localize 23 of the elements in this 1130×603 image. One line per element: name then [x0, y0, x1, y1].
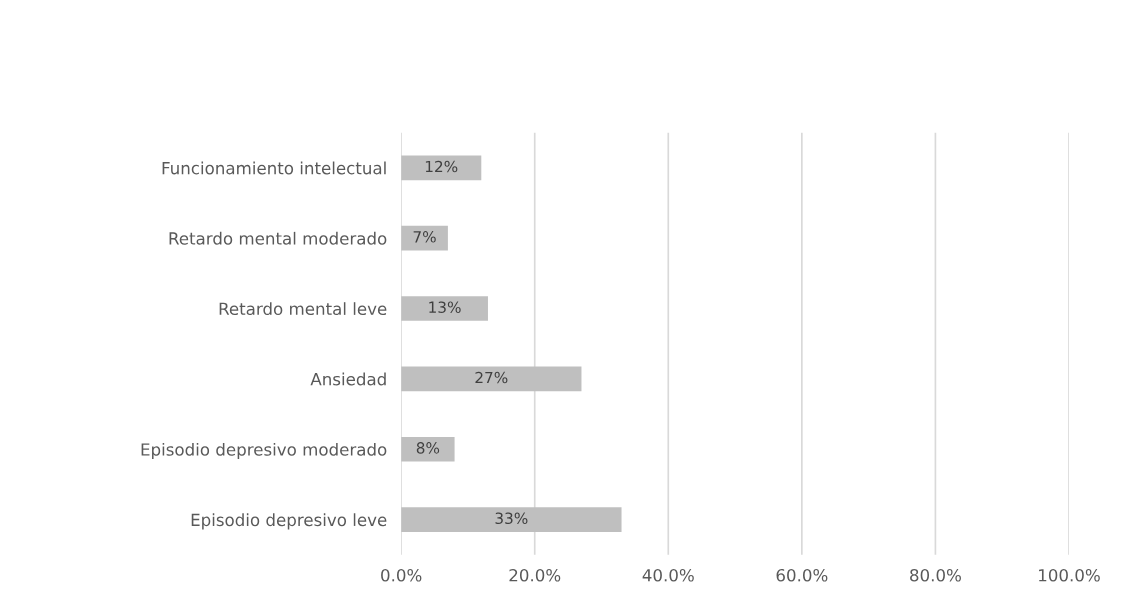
data-label: 33% [495, 512, 528, 525]
y-tick-label: Ansiedad [310, 372, 386, 386]
bar [401, 155, 482, 181]
y-tick-label: Episodio depresivo moderado [141, 442, 387, 460]
data-label: 7% [413, 231, 436, 243]
data-label: 12% [425, 160, 458, 173]
x-tick-label: 40.0% [642, 568, 694, 582]
x-tick-label: 60.0% [776, 568, 828, 582]
data-label: 8% [416, 442, 440, 454]
x-tick-label: 0.0% [381, 568, 422, 582]
x-tick-label: 20.0% [509, 568, 561, 582]
x-tick-label: 100.0% [1039, 568, 1100, 582]
y-tick-label: Funcionamiento intelectual [162, 161, 386, 175]
bar [401, 507, 622, 532]
x-tick-label: 80.0% [910, 568, 961, 582]
data-label: 13% [429, 301, 461, 313]
bar [401, 366, 582, 392]
y-tick-label: Episodio depresivo leve [191, 513, 387, 530]
bar [401, 296, 488, 321]
bar [401, 436, 455, 462]
data-label: 27% [475, 371, 508, 384]
y-tick-label: Retardo mental moderado [169, 231, 387, 245]
y-tick-label: Retardo mental leve [219, 302, 387, 316]
